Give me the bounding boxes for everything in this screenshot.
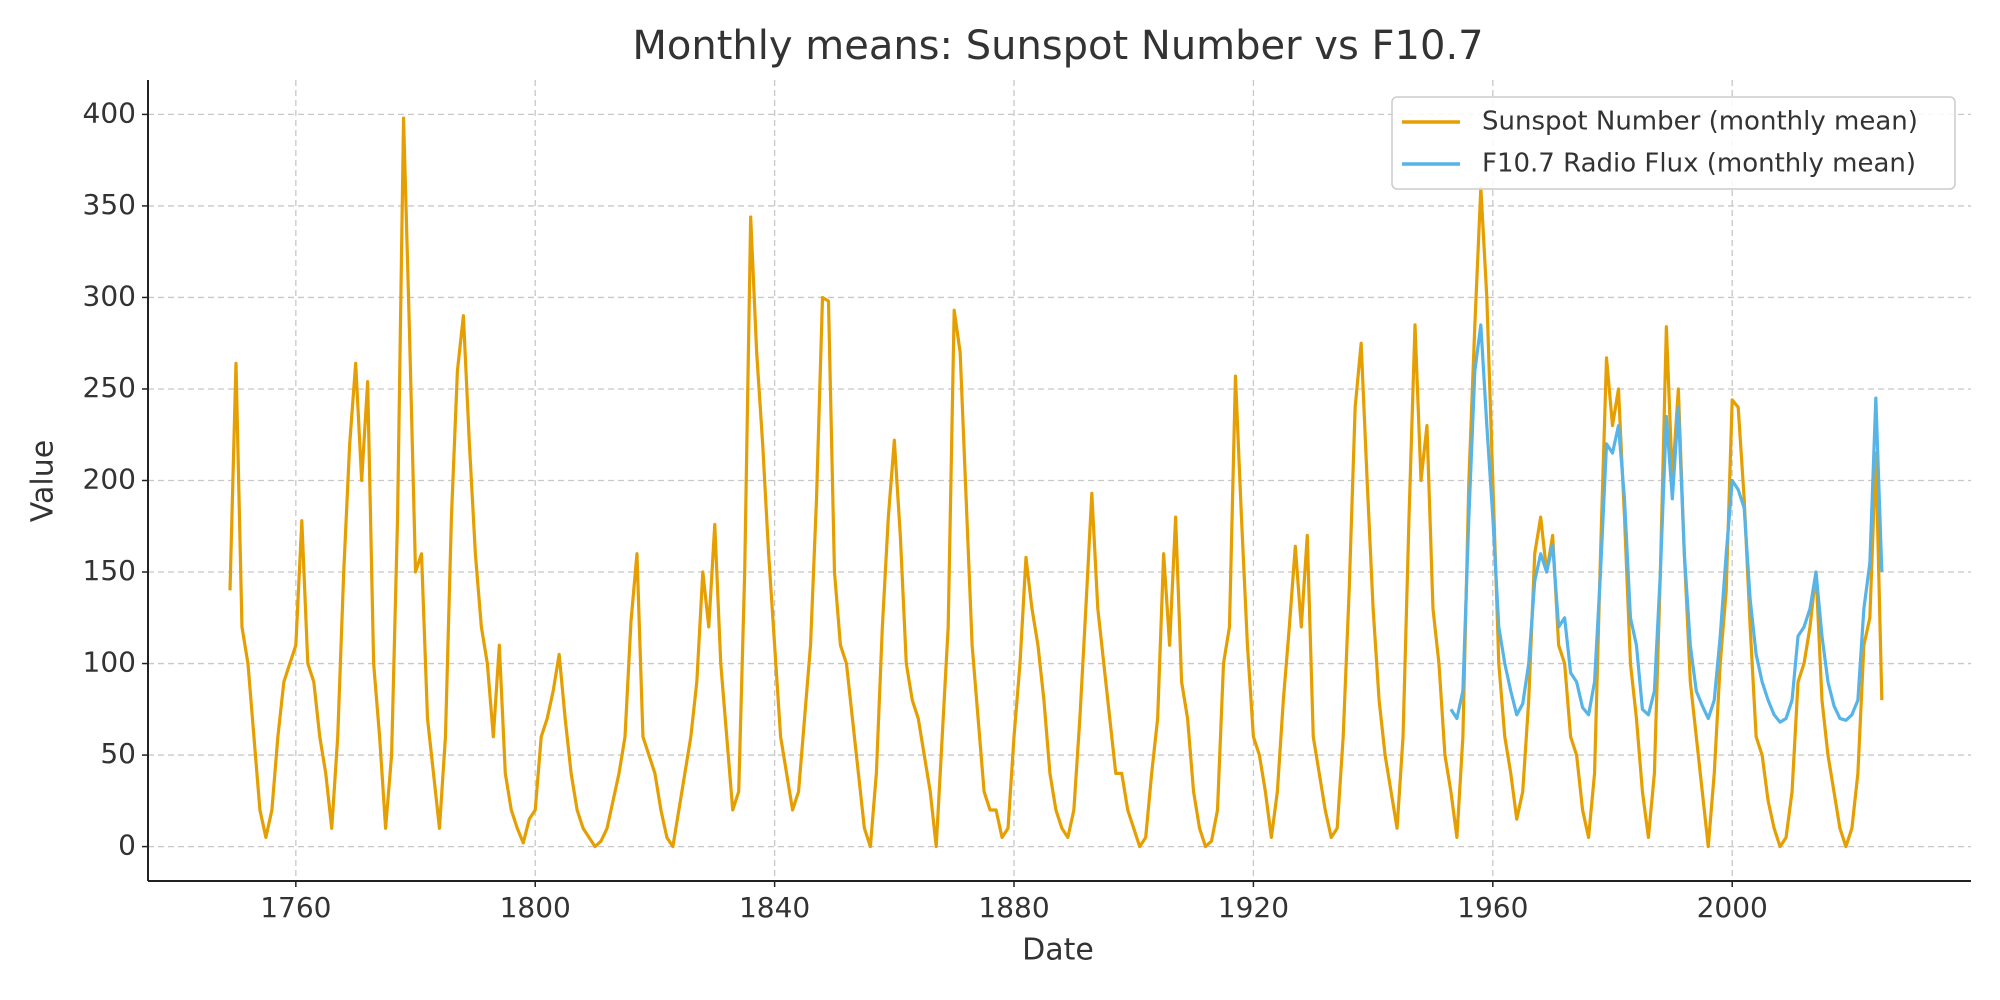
y-tick-label: 400 (83, 96, 136, 129)
series-line (228, 116, 1884, 849)
y-tick-label: 100 (83, 646, 136, 679)
y-tick-label: 350 (83, 188, 136, 221)
x-tick-label: 2000 (1697, 891, 1768, 924)
legend-label: Sunspot Number (monthly mean) (1482, 107, 1918, 137)
x-tick-label: 1880 (978, 891, 1049, 924)
y-tick-label: 0 (118, 829, 136, 862)
x-axis-label: Date (1022, 933, 1094, 968)
x-tick-label: 1760 (260, 891, 331, 924)
legend: Sunspot Number (monthly mean) F10.7 Radio… (1391, 96, 1956, 190)
x-tick-label: 1800 (500, 891, 571, 924)
chart-title: Monthly means: Sunspot Number vs F10.7 (632, 23, 1483, 69)
x-tick-label: 1840 (739, 891, 810, 924)
y-tick-label: 300 (83, 279, 136, 312)
x-tick-label: 1960 (1457, 891, 1528, 924)
legend-label: F10.7 Radio Flux (monthly mean) (1482, 149, 1916, 179)
y-axis-label: Value (26, 440, 61, 522)
y-tick-label: 250 (83, 371, 136, 404)
y-tick-label: 50 (100, 737, 136, 770)
legend-box (1391, 96, 1956, 190)
x-tick-label: 1920 (1218, 891, 1289, 924)
y-tick-label: 150 (83, 554, 136, 587)
y-tick-label: 200 (83, 463, 136, 496)
series-line (1449, 323, 1884, 724)
